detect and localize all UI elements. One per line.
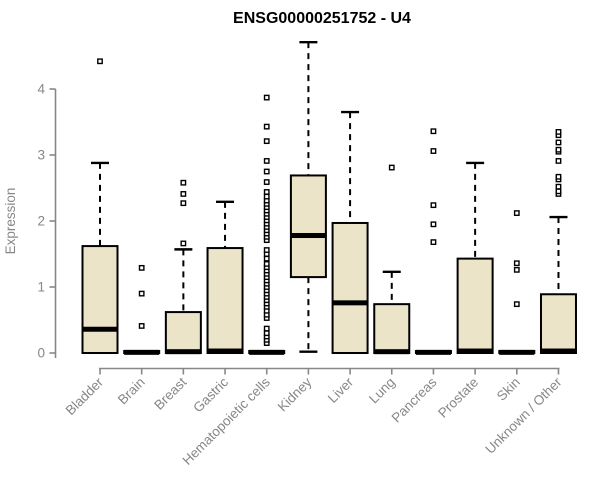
x-category-label: Breast	[151, 374, 189, 412]
outlier-point	[513, 266, 520, 273]
outlier-point	[513, 301, 520, 308]
median-line	[457, 348, 493, 354]
outlier-point	[430, 128, 437, 135]
outlier-point	[430, 221, 437, 228]
outlier-point	[180, 240, 187, 247]
outlier-point	[97, 58, 103, 65]
x-category-label: Bladder	[63, 374, 107, 418]
outlier-point	[263, 168, 270, 175]
median-line	[374, 349, 410, 355]
outlier-point	[555, 173, 562, 180]
outlier-point	[263, 325, 270, 332]
x-category-label: Liver	[325, 374, 357, 406]
outlier-point	[555, 128, 562, 135]
outlier-point	[513, 210, 520, 216]
outlier-point	[180, 200, 187, 207]
median-line	[332, 300, 368, 306]
x-category-label: Gastric	[190, 374, 231, 415]
outlier-point	[180, 179, 187, 186]
median-line	[249, 349, 285, 355]
box	[456, 257, 494, 354]
median-line	[165, 349, 201, 355]
outlier-point	[263, 330, 270, 337]
box	[206, 247, 244, 354]
outlier-point	[180, 191, 187, 197]
outlier-point	[430, 202, 437, 209]
y-tick-label: 3	[37, 148, 45, 163]
outlier-point	[263, 261, 270, 267]
median-line	[499, 349, 535, 355]
median-line	[290, 233, 326, 239]
outlier-point	[263, 189, 270, 195]
box	[331, 221, 369, 354]
outlier-point	[138, 323, 145, 329]
outlier-point	[138, 290, 145, 297]
outlier-point	[555, 183, 562, 190]
outlier-point	[138, 264, 145, 271]
y-tick-label: 0	[37, 346, 45, 361]
outlier-point	[263, 138, 270, 145]
median-line	[540, 348, 576, 354]
y-tick-label: 1	[37, 280, 45, 295]
median-line	[124, 349, 160, 355]
outlier-point	[555, 139, 562, 146]
outlier-point	[263, 123, 270, 130]
outlier-point	[430, 148, 437, 154]
outlier-point	[388, 164, 395, 171]
x-category-label: Pancreas	[389, 374, 440, 425]
chart-title: ENSG00000251752 - U4	[233, 10, 411, 27]
outlier-point	[263, 193, 270, 200]
x-category-label: Prostate	[435, 375, 481, 421]
outlier-point	[513, 260, 520, 267]
outlier-point	[263, 94, 270, 101]
median-line	[207, 348, 243, 354]
outlier-point	[555, 146, 562, 153]
outlier-point	[555, 158, 562, 164]
outlier-point	[555, 188, 562, 195]
outlier-point	[263, 255, 270, 262]
x-category-label: Lung	[366, 375, 398, 407]
x-category-label: Brain	[115, 375, 148, 408]
box	[539, 293, 577, 355]
box	[289, 174, 327, 279]
y-axis-label: Expression	[3, 188, 18, 255]
outlier-point	[263, 247, 270, 253]
outlier-point	[430, 239, 437, 246]
box	[373, 303, 411, 355]
outlier-point	[263, 158, 270, 164]
median-line	[415, 349, 451, 355]
box	[81, 245, 119, 354]
outlier-point	[263, 179, 270, 185]
x-category-label: Skin	[494, 375, 523, 404]
box	[164, 311, 202, 354]
x-category-label: Unknown / Other	[482, 374, 565, 457]
y-tick-label: 2	[37, 214, 45, 229]
median-line	[82, 326, 118, 332]
x-category-label: Kidney	[275, 374, 315, 414]
y-tick-label: 4	[37, 82, 45, 97]
